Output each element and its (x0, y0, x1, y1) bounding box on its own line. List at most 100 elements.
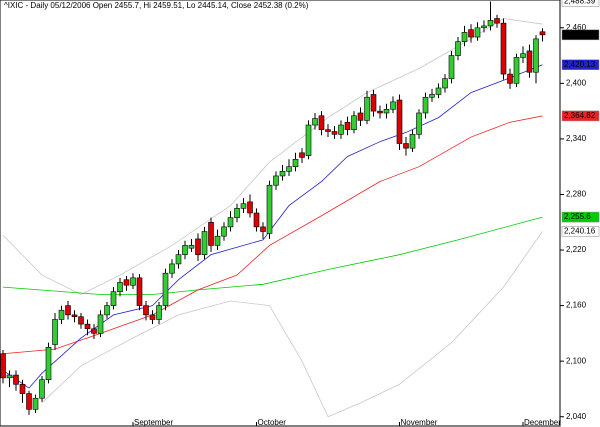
candle-body (481, 25, 487, 29)
candle (136, 274, 143, 311)
candle (539, 28, 546, 42)
candle-body (422, 96, 429, 114)
candle-body (97, 314, 104, 334)
candle (383, 103, 390, 119)
candle-body (474, 27, 481, 38)
candle-body (409, 133, 416, 149)
candle-body (234, 208, 240, 218)
x-tick-label: September (134, 418, 173, 427)
candle (175, 250, 182, 269)
candle (494, 14, 500, 28)
candle (513, 53, 520, 88)
overlay-line (2, 216, 543, 295)
candle (227, 211, 234, 232)
candle (104, 301, 110, 319)
candle-body (312, 118, 318, 126)
candle-body (357, 112, 364, 121)
candle (201, 226, 208, 260)
candle-body (500, 22, 507, 75)
candle-body (84, 323, 91, 330)
x-tick-label: December (524, 418, 561, 427)
price-marker-label: 2,255.6 (564, 212, 591, 221)
candle-body (19, 384, 26, 394)
candle (500, 18, 507, 80)
candle (396, 94, 403, 151)
candle (364, 90, 370, 125)
candle-body (123, 279, 130, 286)
candle-body (331, 131, 338, 135)
candle (214, 229, 221, 251)
price-marker-label: 2,364.82 (564, 111, 596, 120)
candle-body (396, 99, 403, 144)
candle (533, 35, 539, 84)
candle (149, 310, 156, 325)
candle-body (195, 238, 201, 255)
plot-frame (0, 0, 561, 427)
candle-body (279, 171, 286, 177)
candle (130, 273, 136, 289)
candle (357, 107, 364, 126)
candle-body (65, 305, 71, 316)
candle-body (39, 379, 45, 399)
candle-body (299, 152, 305, 158)
candle (260, 222, 266, 239)
candle-body (58, 309, 65, 320)
candle-body (156, 305, 162, 320)
candle (234, 203, 240, 223)
candle-body (286, 166, 292, 172)
candle-body (188, 245, 195, 249)
y-tick-label: 2,100 (566, 356, 587, 365)
candle-body (201, 231, 208, 255)
candle-body (487, 20, 494, 27)
candle (344, 116, 351, 136)
candle (182, 240, 188, 260)
y-tick-label: 2,220 (566, 245, 587, 254)
candle-body (318, 115, 325, 130)
candle (422, 92, 429, 119)
candle (143, 300, 149, 321)
price-marker-label: 2,240.16 (564, 226, 596, 235)
candle (279, 164, 286, 181)
candle (474, 22, 481, 41)
candle (299, 148, 305, 163)
candle (162, 268, 169, 311)
candle (6, 370, 13, 388)
y-tick-label: 2,340 (566, 134, 587, 143)
candle-body (45, 346, 52, 380)
candle (487, 1, 494, 31)
candle-body (468, 29, 474, 38)
candle (377, 105, 383, 119)
chart-title: ^IXIC - Daily 05/12/2006 Open 2455.7, Hi… (4, 1, 309, 10)
candle (292, 152, 299, 172)
price-marker (561, 59, 600, 70)
candle (156, 301, 162, 325)
candle (78, 313, 84, 329)
candle (169, 259, 175, 278)
y-tick-label: 2,040 (566, 412, 587, 421)
y-tick-label: 2,400 (566, 78, 587, 87)
candle-body (260, 226, 266, 232)
candle-body (266, 184, 273, 234)
price-marker-label: 2,420.13 (564, 60, 596, 69)
price-marker (561, 0, 600, 7)
candle-body (377, 110, 383, 114)
candle-body (273, 175, 279, 186)
candle (188, 238, 195, 252)
candle-body (91, 328, 97, 334)
candle-body (416, 112, 422, 135)
candle-body (383, 108, 390, 114)
candle-body (253, 212, 260, 228)
candle-body (78, 316, 84, 325)
candle (0, 350, 6, 384)
candle-body (6, 374, 13, 379)
candle-body (247, 201, 253, 214)
candle (39, 375, 45, 402)
candle (526, 44, 533, 78)
candle (318, 111, 325, 136)
price-marker (561, 110, 600, 122)
candle (240, 198, 247, 213)
candle-body (110, 291, 117, 306)
candle (286, 159, 292, 176)
candle (305, 120, 312, 160)
